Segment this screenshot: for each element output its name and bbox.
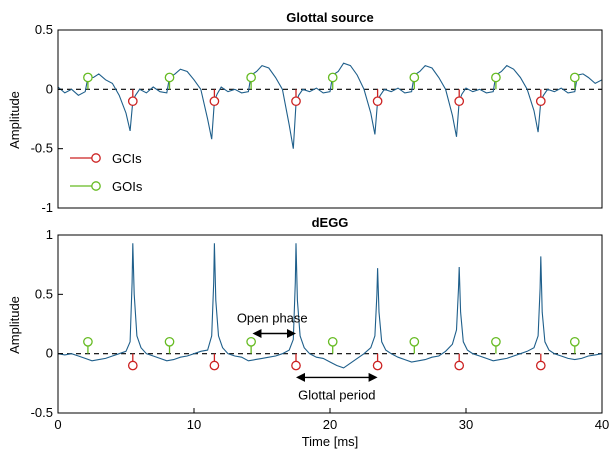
- y-tick-label: 0: [46, 346, 53, 361]
- gci-marker: [535, 89, 546, 107]
- gci-marker: [291, 353, 301, 371]
- annotation-label: Open phase: [237, 310, 308, 325]
- signal-line: [57, 62, 603, 149]
- gci-marker: [372, 353, 383, 371]
- gci-marker: [209, 353, 220, 371]
- goi-marker: [569, 336, 580, 354]
- y-tick-label: 0: [46, 81, 53, 96]
- annotation-label: Glottal period: [298, 387, 375, 402]
- gci-marker: [127, 89, 138, 107]
- panel-glottal-source: Glottal source Amplitude 0.5 0 -0.5 -1 GCIs…: [7, 10, 603, 215]
- legend-marker-goi: [91, 181, 101, 191]
- goi-marker: [569, 72, 580, 90]
- goi-marker: [83, 336, 93, 354]
- gci-marker: [535, 353, 546, 371]
- x-tick-label: 0: [54, 417, 61, 432]
- legend-marker-gci: [91, 153, 101, 163]
- y-tick-label: 0.5: [35, 22, 53, 37]
- x-tick-label: 20: [323, 417, 337, 432]
- panel-title: Glottal source: [286, 10, 373, 25]
- legend-label-gois: GOIs: [112, 179, 143, 194]
- goi-marker: [327, 336, 338, 354]
- goi-marker: [246, 72, 256, 90]
- gci-marker: [209, 89, 220, 107]
- panel-degg: dEGG Amplitude 10.50-0.5 0 10 20 30 40 Time …: [7, 215, 609, 449]
- x-tick-label: 40: [595, 417, 609, 432]
- annotation-arrow: Open phase: [237, 310, 308, 338]
- goi-marker: [409, 72, 420, 90]
- x-axis-label: Time [ms]: [302, 434, 359, 449]
- legend-entry-gois: GOIs: [70, 179, 143, 194]
- goi-marker: [164, 72, 175, 90]
- gci-marker: [454, 89, 465, 107]
- gci-marker: [291, 89, 301, 107]
- legend: GCIs GOIs: [70, 151, 143, 194]
- gci-marker: [454, 353, 465, 371]
- y-tick-label: 1: [46, 227, 53, 242]
- y-axis-label: Amplitude: [7, 91, 22, 149]
- legend-entry-gcis: GCIs: [70, 151, 142, 166]
- goi-marker: [83, 72, 93, 90]
- gci-marker: [127, 353, 138, 371]
- goi-marker: [409, 336, 420, 354]
- goi-marker: [491, 72, 501, 90]
- panel-title: dEGG: [312, 215, 349, 230]
- legend-label-gcis: GCIs: [112, 151, 142, 166]
- goi-marker: [491, 336, 501, 354]
- goi-marker: [327, 72, 338, 90]
- plot-frame: [57, 234, 603, 414]
- signal-line: [57, 243, 603, 369]
- annotation-arrow: Glottal period: [296, 372, 378, 402]
- y-axis-label: Amplitude: [7, 296, 22, 354]
- y-tick-label: -1: [41, 200, 53, 215]
- goi-marker: [246, 336, 256, 354]
- x-tick-label: 10: [187, 417, 201, 432]
- y-tick-label: -0.5: [31, 405, 53, 420]
- goi-marker: [164, 336, 175, 354]
- gci-marker: [372, 89, 383, 107]
- y-tick-label: 0.5: [35, 286, 53, 301]
- plot-frame: [57, 29, 603, 209]
- y-tick-label: -0.5: [31, 141, 53, 156]
- x-tick-label: 30: [459, 417, 473, 432]
